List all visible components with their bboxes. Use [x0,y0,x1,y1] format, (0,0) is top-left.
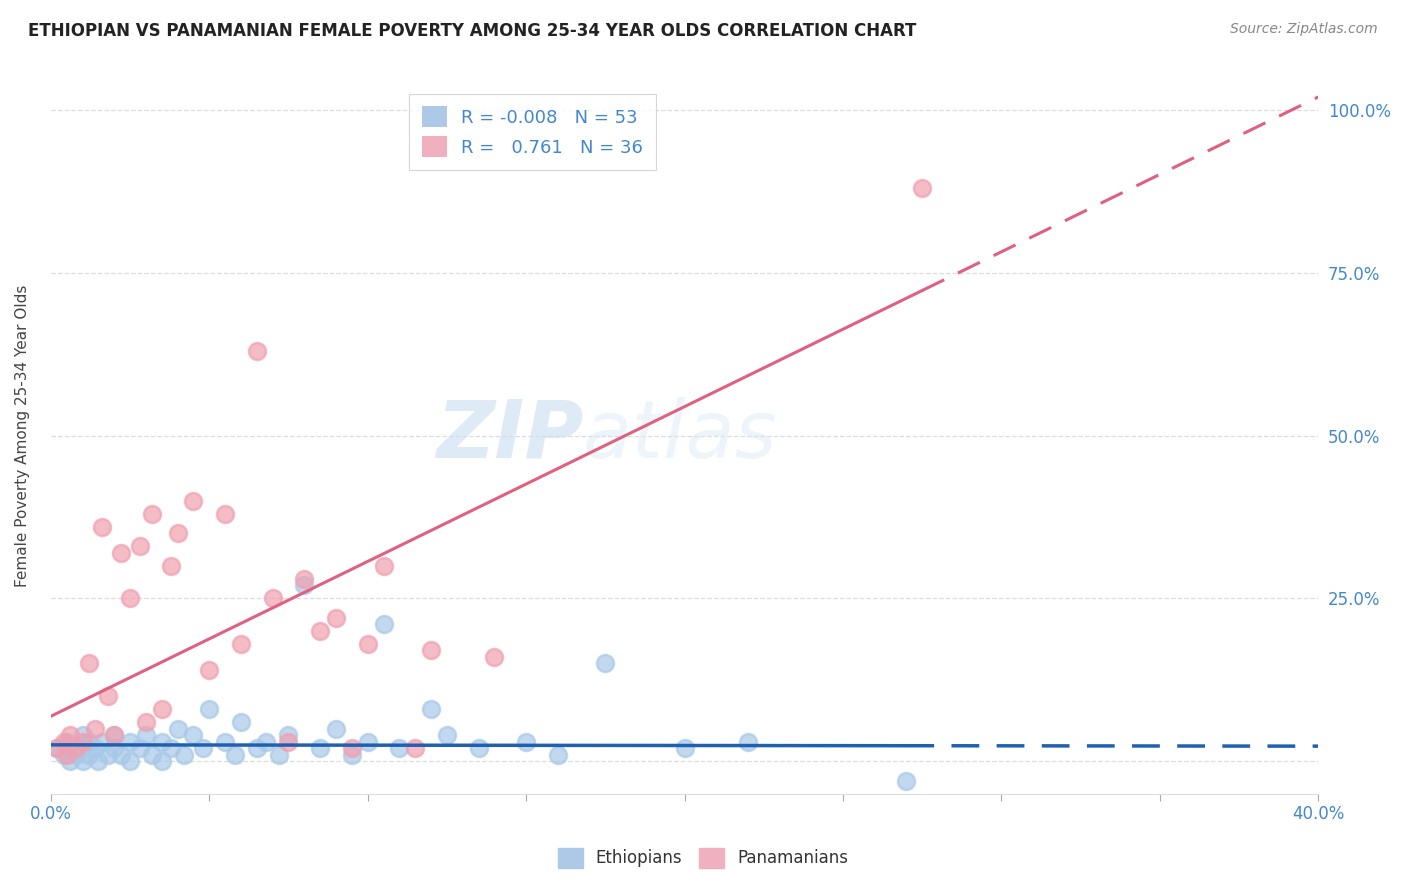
Point [373,617,395,632]
Point [340,741,363,756]
Point [166,722,188,736]
Y-axis label: Female Poverty Among 25-34 Year Olds: Female Poverty Among 25-34 Year Olds [15,285,30,587]
Point [46,741,69,756]
Point [484,649,506,664]
Point [65,747,87,762]
Point [198,702,221,716]
Point [55,734,77,748]
Point [97,689,120,703]
Point [277,734,299,748]
Point [595,657,617,671]
Point [198,663,221,677]
Point [77,734,100,748]
Legend: R = -0.008   N = 53, R =   0.761   N = 36: R = -0.008 N = 53, R = 0.761 N = 36 [409,94,657,169]
Point [325,722,347,736]
Point [173,747,195,762]
Point [515,734,537,748]
Point [118,591,141,606]
Point [420,702,443,716]
Point [77,747,100,762]
Point [160,558,183,573]
Point [84,741,107,756]
Point [911,181,934,195]
Point [309,624,332,638]
Point [72,734,94,748]
Point [166,526,188,541]
Point [547,747,569,762]
Legend: Ethiopians, Panamanians: Ethiopians, Panamanians [551,841,855,875]
Point [103,741,125,756]
Point [150,754,173,768]
Point [52,734,75,748]
Text: ZIP: ZIP [436,397,583,475]
Point [229,714,252,729]
Point [118,734,141,748]
Point [309,741,332,756]
Point [183,493,205,508]
Point [373,558,395,573]
Text: atlas: atlas [583,397,778,475]
Point [254,734,277,748]
Point [246,741,269,756]
Point [150,702,173,716]
Point [72,754,94,768]
Point [118,754,141,768]
Point [357,637,380,651]
Point [90,734,112,748]
Point [59,728,82,742]
Point [52,747,75,762]
Point [160,741,183,756]
Point [357,734,380,748]
Point [325,611,347,625]
Point [90,519,112,533]
Point [214,507,236,521]
Point [150,734,173,748]
Point [737,734,759,748]
Point [673,741,696,756]
Point [128,539,150,553]
Point [128,741,150,756]
Point [110,747,132,762]
Text: ETHIOPIAN VS PANAMANIAN FEMALE POVERTY AMONG 25-34 YEAR OLDS CORRELATION CHART: ETHIOPIAN VS PANAMANIAN FEMALE POVERTY A… [28,22,917,40]
Point [135,714,157,729]
Point [62,741,84,756]
Point [292,578,315,592]
Point [72,728,94,742]
Point [262,591,284,606]
Point [110,546,132,560]
Point [896,773,918,788]
Point [467,741,489,756]
Point [59,754,82,768]
Point [55,747,77,762]
Point [388,741,411,756]
Point [141,747,163,762]
Point [267,747,290,762]
Point [46,741,69,756]
Point [404,741,426,756]
Point [292,572,315,586]
Point [97,747,120,762]
Point [277,728,299,742]
Point [229,637,252,651]
Point [84,722,107,736]
Point [191,741,214,756]
Point [420,643,443,657]
Point [436,728,458,742]
Point [214,734,236,748]
Point [246,343,269,358]
Point [224,747,246,762]
Point [183,728,205,742]
Point [103,728,125,742]
Point [103,728,125,742]
Point [87,754,110,768]
Point [141,507,163,521]
Text: Source: ZipAtlas.com: Source: ZipAtlas.com [1230,22,1378,37]
Point [135,728,157,742]
Point [340,747,363,762]
Point [77,657,100,671]
Point [65,741,87,756]
